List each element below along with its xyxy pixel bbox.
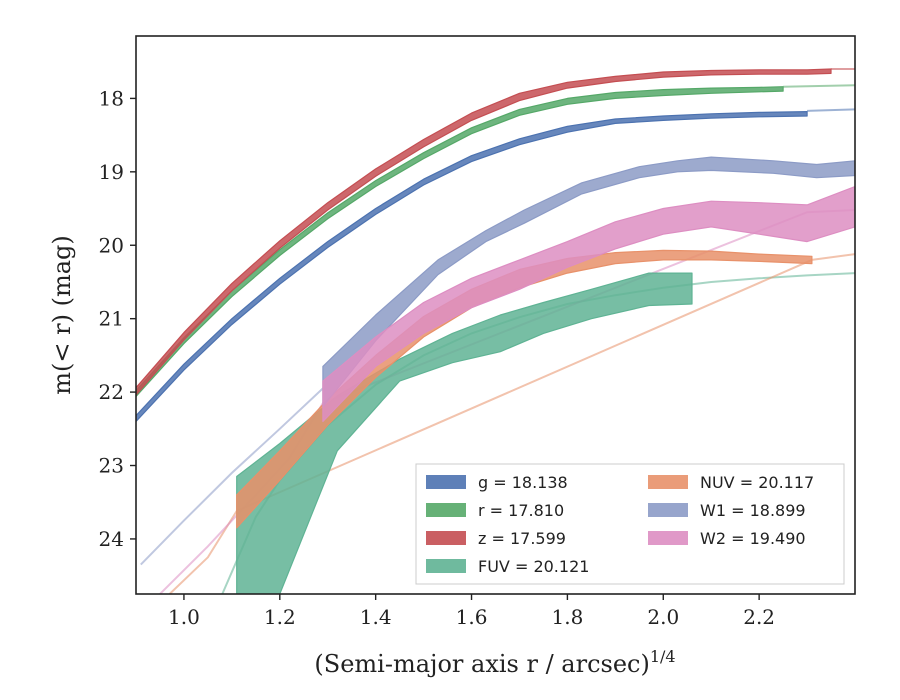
- x-tick-label: 1.2: [264, 605, 296, 629]
- legend-label-w1: W1 = 18.899: [700, 501, 806, 520]
- series-r-band: [136, 86, 784, 398]
- y-tick-label: 24: [99, 527, 124, 551]
- plot-area: [136, 68, 855, 594]
- legend-swatch-g: [426, 475, 466, 489]
- series-g-band: [136, 111, 808, 423]
- y-tick-label: 19: [99, 160, 124, 184]
- legend-label-nuv: NUV = 20.117: [700, 473, 814, 492]
- y-tick-label: 21: [99, 307, 124, 331]
- legend-label-r: r = 17.810: [478, 501, 564, 520]
- legend-swatch-r: [426, 503, 466, 517]
- legend-frame: [415, 463, 845, 585]
- x-axis-title-main: (Semi-major axis r / arcsec): [314, 650, 649, 678]
- legend-swatch-fuv: [426, 559, 466, 573]
- x-axis-title: (Semi-major axis r / arcsec)1/4: [314, 647, 675, 678]
- x-tick-label: 2.0: [647, 605, 679, 629]
- y-tick-label: 20: [99, 233, 124, 257]
- x-tick-label: 1.4: [360, 605, 392, 629]
- legend-label-g: g = 18.138: [478, 473, 568, 492]
- series-w2-band: [322, 185, 855, 423]
- legend-label-z: z = 17.599: [478, 529, 566, 548]
- plot-frame: [135, 35, 856, 595]
- y-axis-title: m(< r) (mag): [48, 235, 76, 394]
- y-tick-label: 22: [99, 380, 124, 404]
- series-z-band: [136, 68, 832, 396]
- legend-swatch-nuv: [648, 475, 688, 489]
- legend-label-fuv: FUV = 20.121: [478, 557, 589, 576]
- x-tick-label: 1.8: [551, 605, 583, 629]
- x-tick-label: 2.2: [743, 605, 775, 629]
- legend-swatch-w2: [648, 531, 688, 545]
- series-w1-band: [322, 156, 855, 408]
- legend: g = 18.138 r = 17.810 z = 17.599 FUV = 20.1…: [415, 463, 845, 585]
- x-tick-label: 1.0: [168, 605, 200, 629]
- series-g-model-line: [807, 108, 855, 112]
- series-r-model-line: [783, 84, 855, 88]
- legend-swatch-w1: [648, 503, 688, 517]
- x-axis-title-exponent: 1/4: [650, 647, 676, 666]
- axis-ticks: 1.0 1.2 1.4 1.6 1.8 2.0 2.2 18 19 20 21 22 23 24: [99, 86, 775, 629]
- series-w1-model-line: [140, 387, 324, 566]
- legend-label-w2: W2 = 19.490: [700, 529, 806, 548]
- y-tick-label: 18: [99, 86, 124, 110]
- x-tick-label: 1.6: [456, 605, 488, 629]
- series-fuv-band: [236, 272, 693, 594]
- y-tick-label: 23: [99, 454, 124, 478]
- legend-swatch-z: [426, 531, 466, 545]
